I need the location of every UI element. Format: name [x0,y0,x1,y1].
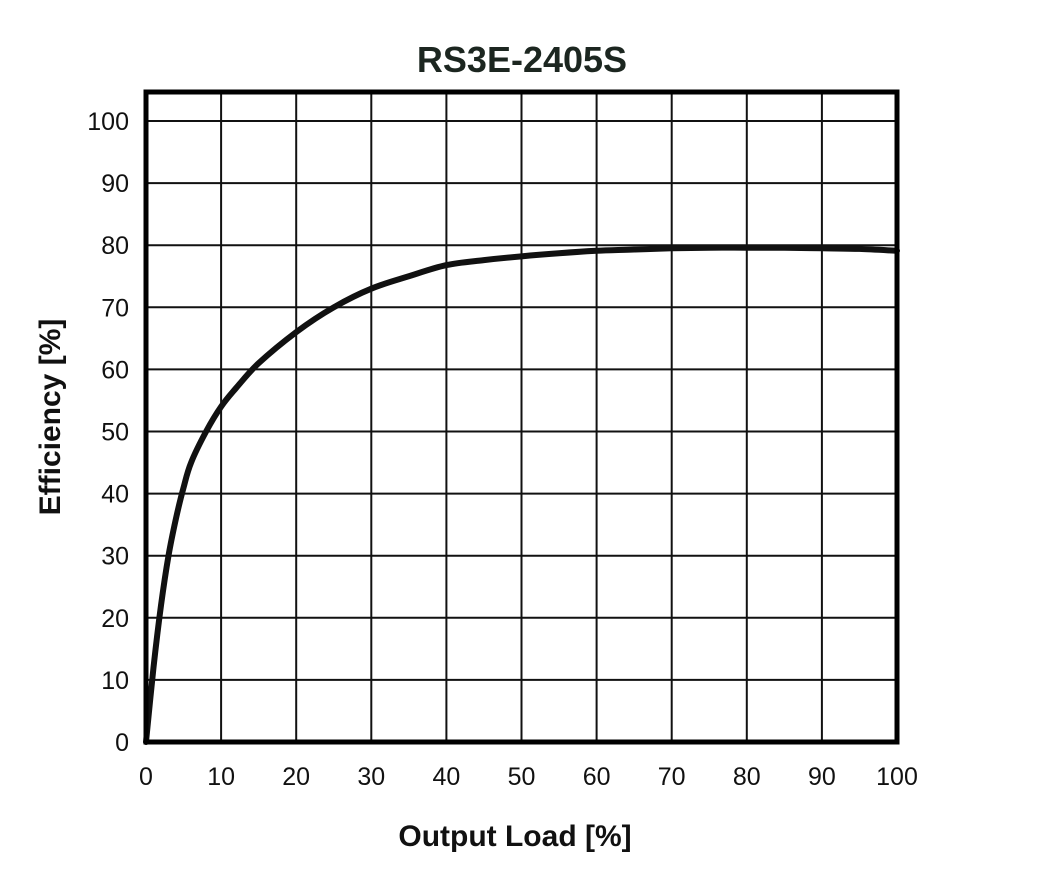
y-tick-label-30: 30 [101,543,129,571]
x-tick-labels: 0 10 20 30 40 50 60 70 80 90 100 [139,763,918,791]
y-tick-label-40: 40 [101,481,129,509]
x-tick-label-40: 40 [432,763,460,791]
chart-title: RS3E-2405S [417,39,627,80]
y-tick-label-50: 50 [101,419,129,447]
y-tick-label-10: 10 [101,667,129,695]
x-tick-label-30: 30 [357,763,385,791]
x-tick-label-90: 90 [808,763,836,791]
x-tick-label-80: 80 [733,763,761,791]
x-tick-label-0: 0 [139,763,153,791]
y-tick-label-90: 90 [101,170,129,198]
y-tick-label-60: 60 [101,356,129,384]
x-axis-label: Output Load [%] [398,820,631,853]
efficiency-curve-0 [143,244,900,745]
y-tick-label-70: 70 [101,294,129,322]
x-tick-label-50: 50 [508,763,536,791]
x-tick-label-10: 10 [207,763,235,791]
y-tick-label-100: 100 [87,108,129,136]
series-layer [143,244,900,745]
x-tick-label-60: 60 [583,763,611,791]
y-tick-labels: 0 10 20 30 40 50 60 70 80 90 100 [87,108,129,757]
plot-frame [143,89,900,745]
y-tick-label-0: 0 [115,729,129,757]
y-tick-label-20: 20 [101,605,129,633]
x-tick-label-70: 70 [658,763,686,791]
y-tick-label-80: 80 [101,232,129,260]
grid [146,92,897,742]
x-tick-label-100: 100 [876,763,918,791]
x-tick-label-20: 20 [282,763,310,791]
y-axis-label: Efficiency [%] [34,319,67,516]
